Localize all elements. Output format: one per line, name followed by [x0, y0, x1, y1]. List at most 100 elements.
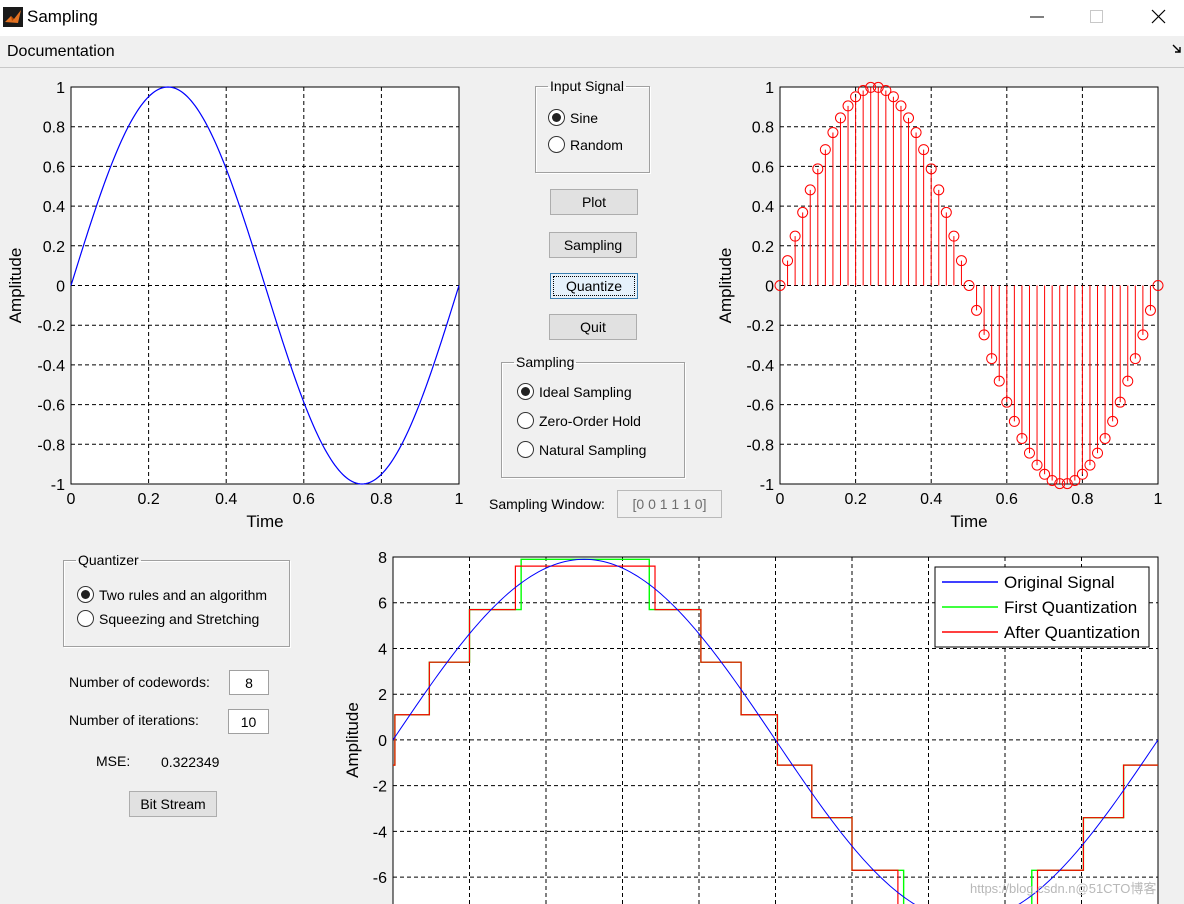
input-signal-legend: Input Signal	[550, 78, 624, 94]
legend-label: First Quantization	[1004, 598, 1137, 617]
stem-marker	[1046, 474, 1058, 486]
sampling-window-field[interactable]: [0 0 1 1 1 0]	[617, 490, 722, 518]
x-tick-label: 0.4	[215, 491, 237, 508]
y-tick-label: -0.2	[746, 318, 774, 335]
x-tick-label: 0.4	[920, 491, 942, 508]
y-tick-label: 0.2	[43, 239, 65, 256]
stem-marker	[1152, 280, 1164, 291]
stem-marker	[1001, 396, 1013, 408]
x-axis-label: Time	[246, 512, 283, 531]
plot-button[interactable]: Plot	[550, 189, 638, 215]
title-bar: Sampling	[0, 0, 1184, 36]
y-tick-label: 0.6	[752, 159, 774, 176]
plot-frame	[392, 556, 1159, 904]
radio-two-rules[interactable]: Two rules and an algorithm	[77, 586, 267, 603]
stem-marker	[948, 230, 960, 242]
stem-marker	[1054, 478, 1066, 490]
radio-sine[interactable]: Sine	[548, 109, 598, 126]
y-tick-label: -1	[760, 477, 774, 494]
mse-value: 0.322349	[161, 754, 220, 770]
x-tick-label: 0	[776, 491, 785, 508]
original-signal-line	[393, 558, 1158, 904]
stem-marker	[804, 184, 816, 196]
stem-marker	[872, 81, 884, 93]
radio-squeezing[interactable]: Squeezing and Stretching	[77, 610, 259, 627]
y-tick-label: 0.8	[43, 120, 65, 137]
stem-marker	[1061, 478, 1073, 490]
y-axis-label: Amplitude	[6, 248, 25, 324]
codewords-field[interactable]: 8	[229, 670, 269, 695]
stem-marker	[993, 375, 1005, 387]
y-tick-label: 8	[378, 550, 387, 567]
iterations-field[interactable]: 10	[228, 709, 269, 734]
stem-marker	[1092, 447, 1104, 459]
radio-zero-order-hold-label: Zero-Order Hold	[539, 412, 641, 429]
radio-random-label: Random	[570, 136, 623, 153]
x-tick-label: 1	[1154, 491, 1163, 508]
y-tick-label: 0.4	[752, 199, 774, 216]
stem-marker	[850, 91, 862, 103]
stem-marker	[1114, 396, 1126, 408]
stem-marker	[1129, 353, 1141, 365]
stem-marker	[1122, 375, 1134, 387]
legend-label: After Quantization	[1004, 623, 1140, 642]
x-tick-label: 0.2	[137, 491, 159, 508]
y-tick-label: -0.6	[746, 398, 774, 415]
stem-marker	[1107, 415, 1119, 427]
radio-unselected-icon	[77, 610, 94, 627]
x-tick-label: 0.8	[370, 491, 392, 508]
y-tick-label: -0.4	[746, 358, 774, 375]
dock-arrow-icon[interactable]	[1172, 44, 1182, 54]
y-tick-label: 2	[378, 687, 387, 704]
stem-marker	[887, 91, 899, 103]
after-quantization-line	[393, 565, 1158, 904]
y-tick-label: -0.8	[746, 437, 774, 454]
menu-documentation[interactable]: Documentation	[7, 43, 115, 60]
radio-unselected-icon	[517, 441, 534, 458]
sampling-window-label: Sampling Window:	[489, 496, 605, 512]
quantize-button[interactable]: Quantize	[550, 273, 638, 299]
x-tick-label: 0.2	[844, 491, 866, 508]
stem-marker	[955, 255, 967, 267]
radio-natural-sampling-label: Natural Sampling	[539, 441, 647, 458]
y-tick-label: 4	[378, 641, 387, 658]
sampling-button[interactable]: Sampling	[549, 232, 637, 258]
radio-zero-order-hold[interactable]: Zero-Order Hold	[517, 412, 641, 429]
x-tick-label: 0.6	[293, 491, 315, 508]
x-tick-label: 1	[455, 491, 464, 508]
bit-stream-button[interactable]: Bit Stream	[129, 791, 217, 817]
chart-legend: Original Signal First Quantization After Q…	[934, 566, 1150, 648]
y-tick-label: -0.6	[37, 398, 65, 415]
radio-unselected-icon	[517, 412, 534, 429]
stem-marker	[971, 304, 983, 316]
stem-marker	[1039, 468, 1051, 480]
x-tick-label: 0.8	[1071, 491, 1093, 508]
y-tick-label: -0.4	[37, 358, 65, 375]
stem-marker	[903, 112, 915, 124]
radio-random[interactable]: Random	[548, 136, 623, 153]
y-axis-label: Amplitude	[716, 248, 735, 324]
radio-natural-sampling[interactable]: Natural Sampling	[517, 441, 646, 458]
maximize-button[interactable]	[1077, 4, 1117, 30]
quantizer-group: Quantizer	[63, 553, 290, 647]
close-button[interactable]	[1138, 4, 1178, 30]
stem-marker	[910, 127, 922, 139]
stem-marker	[857, 85, 869, 97]
stem-marker	[895, 100, 907, 112]
x-tick-label: 0.6	[996, 491, 1018, 508]
quit-button[interactable]: Quit	[549, 314, 637, 340]
y-tick-label: 0.6	[43, 159, 65, 176]
x-axis-label: Time	[950, 512, 987, 531]
radio-ideal-sampling[interactable]: Ideal Sampling	[517, 383, 632, 400]
matlab-icon	[3, 7, 23, 27]
y-tick-label: 0.4	[43, 199, 65, 216]
stem-marker	[1084, 459, 1096, 471]
stem-marker	[1099, 432, 1111, 444]
y-tick-label: -0.2	[37, 318, 65, 335]
minimize-button[interactable]	[1017, 4, 1057, 30]
stem-marker	[1031, 459, 1043, 471]
radio-selected-icon	[77, 586, 94, 603]
